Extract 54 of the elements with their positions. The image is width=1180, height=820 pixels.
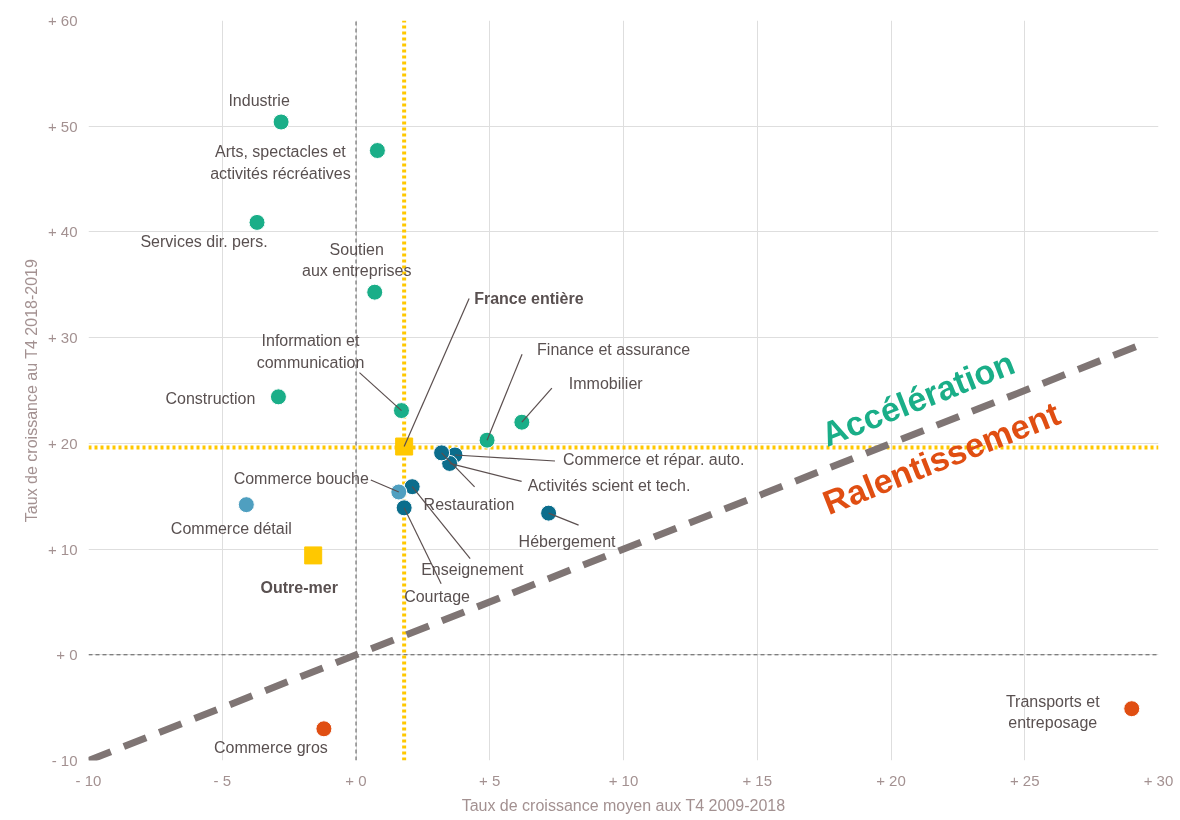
data-label: Hébergement [518, 532, 617, 550]
y-tick-label: - 10 [51, 752, 78, 769]
point [304, 546, 323, 565]
point [248, 213, 266, 231]
x-tick-label: + 0 [345, 771, 367, 789]
x-tick-label: - 10 [75, 771, 102, 789]
data-label: Commerce bouche [233, 470, 369, 488]
data-label: Finance et assurance [537, 340, 691, 358]
x-tick-label: - 5 [213, 771, 232, 789]
y-axis-title: Taux de croissance au T4 2018-2019 [22, 259, 40, 523]
x-tick-label: + 25 [1009, 771, 1040, 789]
y-tick-label: + 0 [56, 646, 78, 664]
data-label: Transports et entreposage [1005, 692, 1101, 731]
point [433, 444, 451, 462]
x-axis-title: Taux de croissance moyen aux T4 2009-2018 [461, 796, 786, 814]
point [392, 402, 410, 420]
point [395, 499, 413, 517]
y-tick-label: + 20 [47, 434, 78, 452]
data-label: Arts, spectacles et activités récréatives [210, 143, 351, 182]
data-label: Services dir. pers. [140, 232, 268, 250]
x-tick-label: + 5 [479, 771, 501, 789]
point [237, 496, 255, 514]
y-tick-label: + 30 [47, 329, 78, 347]
y-tick-label: + 60 [47, 12, 78, 29]
point [513, 413, 531, 431]
data-label: Outre-mer [260, 578, 338, 596]
data-label: Courtage [404, 588, 471, 606]
point [478, 431, 496, 449]
data-label: Immobilier [568, 374, 644, 392]
y-tick-label: + 40 [47, 223, 78, 241]
data-label: Activités scient et tech. [527, 476, 691, 494]
point [390, 483, 408, 501]
y-tick-label: + 10 [47, 540, 78, 558]
point [272, 113, 290, 131]
point [315, 720, 333, 738]
data-label: Commerce gros [214, 739, 328, 757]
point [269, 388, 287, 406]
x-tick-label: + 20 [876, 771, 906, 789]
point [1123, 700, 1141, 718]
data-label: Commerce et répar. auto. [562, 451, 745, 469]
data-label: Soutien aux entreprises [302, 241, 412, 280]
data-label: Commerce détail [170, 520, 292, 538]
point [395, 437, 414, 456]
point [366, 283, 384, 301]
data-label: Construction [165, 390, 256, 408]
x-tick-label: + 15 [742, 771, 773, 789]
data-label: France entière [474, 290, 584, 308]
x-tick-label: + 30 [1143, 771, 1174, 789]
point [368, 142, 386, 160]
data-label: Industrie [228, 92, 290, 110]
y-tick-label: + 50 [47, 117, 78, 135]
point [540, 504, 558, 522]
data-label: Information et communication [256, 332, 365, 371]
x-tick-label: + 10 [608, 771, 639, 789]
